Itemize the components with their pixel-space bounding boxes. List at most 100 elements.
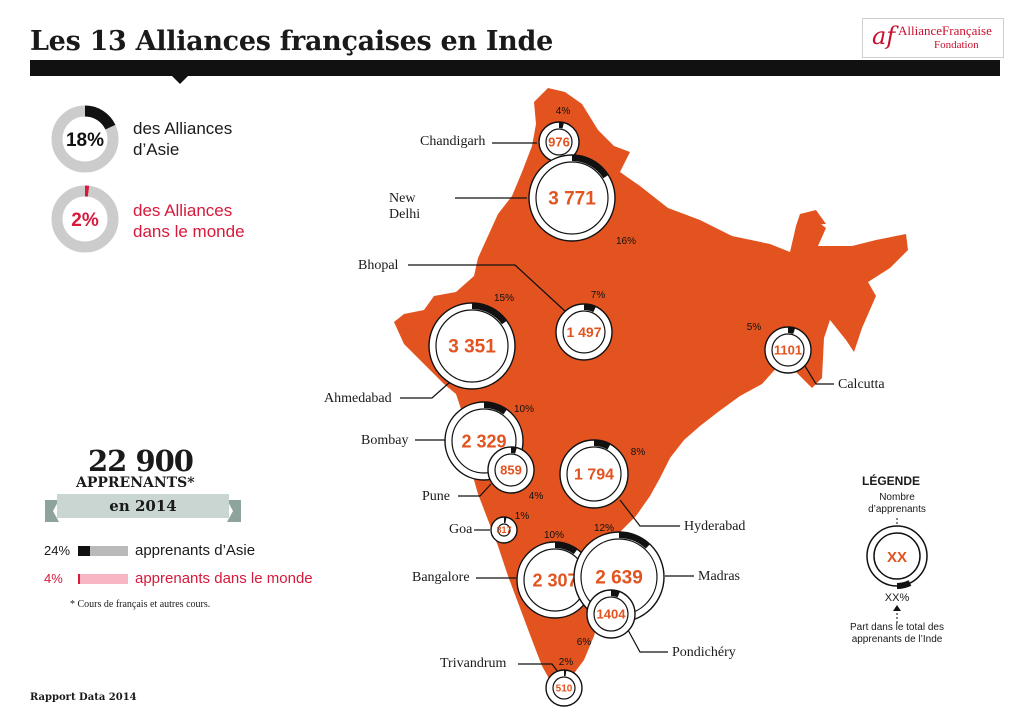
- leader-line-bhopal: [408, 264, 567, 313]
- city-learners-calcutta: 1101: [774, 343, 802, 358]
- city-marker-new-delhi: 3 771 16%: [528, 154, 636, 247]
- city-inner-trivandrum: [552, 676, 576, 700]
- city-learners-hyderabad: 1 794: [574, 467, 614, 484]
- city-label-pune: Pune: [422, 489, 450, 504]
- stat-world-line1: des Alliances: [133, 201, 233, 220]
- title-bar-pointer: [170, 74, 190, 84]
- leader-line-pune: [458, 483, 492, 497]
- city-learners-bombay: 2 329: [461, 431, 506, 451]
- city-share-label-new-delhi: 16%: [616, 236, 636, 247]
- stat-donut-asia: 18%: [51, 105, 119, 173]
- city-share-arc-bangalore: [517, 542, 593, 618]
- city-inner-pune: [494, 453, 528, 487]
- leader-line-hyderabad: [619, 499, 680, 527]
- city-share-arc-calcutta: [765, 327, 811, 373]
- stat-world-line2: dans le monde: [133, 222, 245, 241]
- city-share-label-bangalore: 10%: [544, 530, 564, 541]
- city-marker-chandigarh: 976 4%: [538, 106, 580, 163]
- city-share-arc-trivandrum: [546, 670, 582, 706]
- city-marker-bhopal: 1 497 7%: [555, 290, 613, 361]
- legend-sample-pct: XX%: [884, 592, 910, 604]
- city-share-arc-pondichery: [587, 590, 635, 638]
- city-markers: 976 4% 3 771 16% 1 497 7% 3 351 15% 1101 5% 2 329 1…: [428, 106, 812, 707]
- city-marker-pune: 859 4%: [487, 446, 544, 502]
- page-title: Les 13 Alliances françaises en Inde: [30, 26, 553, 57]
- city-marker-goa: 317 1%: [490, 511, 530, 544]
- share-asia-bar: [78, 546, 128, 556]
- city-learners-goa: 317: [496, 525, 511, 535]
- legend-arrow-icon: [893, 605, 901, 623]
- city-marker-calcutta: 1101 5%: [747, 322, 812, 374]
- city-marker-hyderabad: 1 794 8%: [559, 439, 646, 509]
- city-inner-calcutta: [771, 333, 805, 367]
- city-learners-pune: 859: [500, 463, 522, 478]
- logo-name: AllianceFrançaise: [898, 23, 992, 38]
- stat-donut-asia-label: 18%: [66, 130, 104, 151]
- title-bar: [30, 60, 1000, 76]
- city-share-label-bhopal: 7%: [591, 290, 606, 301]
- logo-mark: af: [872, 22, 896, 50]
- city-label-ahmedabad: Ahmedabad: [324, 391, 392, 406]
- city-share-arc-bhopal: [556, 304, 612, 360]
- city-learners-madras: 2 639: [595, 568, 643, 589]
- city-label-hyderabad: Hyderabad: [684, 519, 746, 534]
- city-learners-ahmedabad: 3 351: [448, 337, 496, 358]
- city-inner-pondichery: [593, 596, 629, 632]
- city-share-arc-hyderabad: [560, 440, 628, 508]
- footnote: * Cours de français et autres cours.: [70, 599, 211, 610]
- stat-donut-world: 2%: [51, 185, 119, 253]
- city-learners-bhopal: 1 497: [566, 324, 601, 340]
- city-share-label-trivandrum: 2%: [559, 657, 574, 668]
- city-share-label-hyderabad: 8%: [631, 447, 646, 458]
- leader-line-trivandrum: [518, 663, 559, 673]
- city-share-label-pune: 4%: [529, 491, 544, 502]
- share-asia-pct: 24%: [44, 543, 71, 558]
- year-label: en 2014: [109, 497, 177, 515]
- city-inner-hyderabad: [566, 446, 622, 502]
- stat-asia-line1: des Alliances: [133, 119, 233, 138]
- city-marker-ahmedabad: 3 351 15%: [428, 293, 516, 390]
- stat-world-text: des Alliances dans le monde: [133, 200, 245, 242]
- stat-donut-world-label: 2%: [71, 210, 99, 231]
- city-label-pondichery: Pondichéry: [672, 645, 736, 660]
- share-world-label: apprenants dans le monde: [135, 570, 313, 587]
- logo-subtitle: Fondation: [934, 39, 979, 51]
- city-share-label-madras: 12%: [594, 523, 614, 534]
- city-share-arc-goa: [491, 517, 517, 543]
- city-share-arc-pune: [488, 447, 534, 493]
- legend-sample-value: XX: [887, 549, 907, 566]
- city-learners-new-delhi: 3 771: [548, 189, 596, 210]
- stat-asia-line2: d’Asie: [133, 140, 180, 159]
- leader-line-calcutta: [804, 365, 834, 385]
- city-learners-chandigarh: 976: [548, 135, 570, 150]
- city-marker-pondichery: 1404 6%: [577, 589, 636, 648]
- city-share-arc-new-delhi: [529, 155, 615, 241]
- city-share-arc-chandigarh: [539, 122, 579, 162]
- city-learners-bangalore: 2 307: [532, 570, 577, 590]
- city-learners-pondichery: 1404: [597, 607, 627, 622]
- legend-share-caption: Part dans le total des apprenants de l’I…: [850, 622, 944, 645]
- city-label-chandigarh: Chandigarh: [420, 134, 486, 149]
- city-label-calcutta: Calcutta: [838, 377, 885, 392]
- city-label-bombay: Bombay: [361, 433, 409, 448]
- city-share-label-chandigarh: 4%: [556, 106, 571, 117]
- share-world-pct: 4%: [44, 571, 63, 586]
- city-learners-trivandrum: 510: [556, 684, 573, 695]
- city-share-label-goa: 1%: [515, 511, 530, 522]
- logo: [862, 18, 1004, 58]
- total-learners-number: 22 900: [88, 444, 194, 478]
- city-share-arc-bombay: [445, 402, 523, 480]
- leader-line-pondich-ry: [627, 629, 668, 653]
- city-share-label-calcutta: 5%: [747, 322, 762, 333]
- city-share-label-ahmedabad: 15%: [494, 293, 514, 304]
- city-label-bhopal: Bhopal: [358, 258, 399, 273]
- city-inner-bhopal: [562, 310, 606, 354]
- city-label-trivandrum: Trivandrum: [440, 656, 507, 671]
- leader-line-ahmedabad: [400, 381, 451, 399]
- leader-lines: [400, 142, 834, 673]
- india-map-east-shape: [796, 210, 826, 226]
- city-inner-ahmedabad: [435, 309, 509, 383]
- total-learners-label: APPRENANTS*: [76, 475, 195, 491]
- footer-report-label: Rapport Data 2014: [30, 692, 137, 703]
